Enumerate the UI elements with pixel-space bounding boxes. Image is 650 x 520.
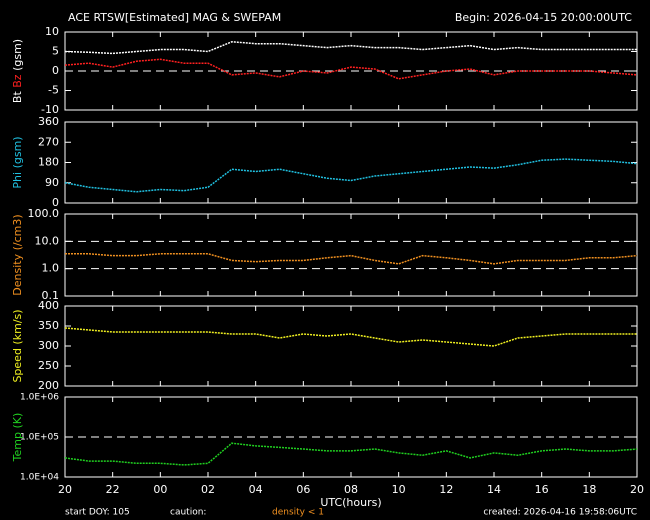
y-tick-label: -10	[41, 103, 59, 116]
series-line	[64, 158, 638, 193]
y-axis-label: Bt Bz (gsm)	[11, 39, 24, 103]
series-line	[64, 327, 637, 347]
legend-entry: Phi	[11, 172, 24, 189]
y-axis-unit: (K)	[11, 413, 24, 429]
y-axis-label: Density (/cm3)	[11, 214, 24, 295]
x-tick-label: 06	[296, 483, 310, 496]
legend-entry: Bt	[11, 91, 24, 104]
chart-title: ACE RTSW[Estimated] MAG & SWEPAM	[68, 11, 281, 24]
legend-entry: Speed	[11, 348, 24, 382]
y-tick-label: 300	[38, 339, 59, 352]
y-tick-label: -5	[48, 84, 59, 97]
y-tick-label: 1.0E+06	[20, 393, 59, 403]
x-axis-label: UTC(hours)	[320, 496, 381, 509]
y-axis-unit: (gsm)	[11, 39, 24, 71]
y-axis-unit: (gsm)	[11, 136, 24, 168]
y-tick-label: 350	[38, 319, 59, 332]
y-axis-label: Speed (km/s)	[11, 309, 24, 382]
y-axis-unit: (/cm3)	[11, 214, 24, 250]
footer-start: start DOY: 105	[65, 508, 130, 518]
y-axis-label: Temp (K)	[11, 413, 24, 463]
y-tick-label: 400	[38, 299, 59, 312]
chart-subtitle: Begin: 2026-04-15 20:00:00UTC	[455, 11, 632, 24]
y-tick-label: 10	[45, 25, 59, 38]
series-line	[64, 40, 637, 55]
y-tick-label: 180	[38, 156, 59, 169]
series-line	[64, 58, 638, 80]
y-tick-label: 1.0E+05	[20, 433, 59, 443]
panel-frame	[64, 305, 638, 387]
footer-caution: caution:	[170, 508, 206, 518]
x-tick-label: 22	[106, 483, 120, 496]
y-tick-label: 0.1	[42, 289, 60, 302]
y-tick-label: 100.0	[28, 207, 60, 220]
x-tick-label: 12	[439, 483, 453, 496]
x-tick-label: 16	[535, 483, 549, 496]
y-tick-label: 360	[38, 115, 59, 128]
x-tick-label: 00	[153, 483, 167, 496]
x-tick-label: 04	[249, 483, 263, 496]
y-tick-label: 1.0	[42, 262, 60, 275]
y-tick-label: 1.0E+04	[20, 473, 59, 483]
x-tick-label: 20	[630, 483, 644, 496]
legend-entry: Temp	[11, 432, 24, 462]
footer-caution-note: density < 1	[272, 508, 324, 518]
y-axis-unit: (km/s)	[11, 309, 24, 344]
x-tick-label: 10	[392, 483, 406, 496]
y-tick-label: 200	[38, 379, 59, 392]
y-axis-label: Phi (gsm)	[11, 136, 24, 188]
panel-frame	[64, 121, 638, 204]
y-tick-label: 10.0	[35, 234, 60, 247]
y-tick-label: 5	[52, 45, 59, 58]
legend-entry: Density	[11, 253, 24, 295]
x-tick-label: 20	[58, 483, 72, 496]
series-line	[65, 253, 638, 265]
x-tick-label: 02	[201, 483, 215, 496]
y-tick-label: 0	[52, 196, 59, 209]
footer-created: created: 2026-04-16 19:58:06UTC	[483, 508, 637, 518]
y-tick-label: 90	[45, 176, 59, 189]
y-tick-label: 0	[52, 64, 59, 77]
x-tick-label: 18	[582, 483, 596, 496]
x-tick-label: 08	[344, 483, 358, 496]
series-line	[64, 442, 638, 466]
y-tick-label: 250	[38, 359, 59, 372]
legend-entry: Bz	[11, 74, 24, 88]
y-tick-label: 270	[38, 135, 59, 148]
x-tick-label: 14	[487, 483, 501, 496]
